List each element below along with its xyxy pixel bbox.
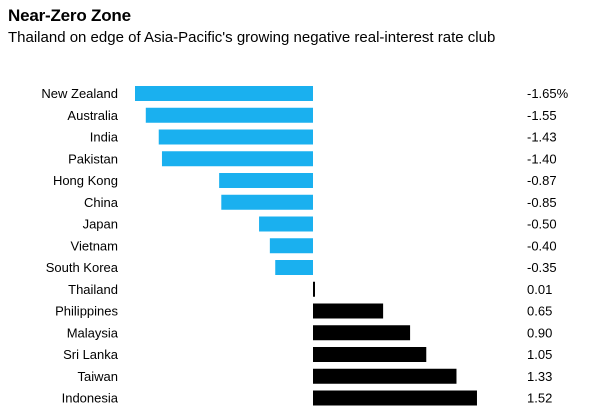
category-label-new-zealand: New Zealand xyxy=(41,86,118,101)
bar-pakistan xyxy=(161,151,313,167)
value-label-taiwan: 1.33 xyxy=(527,369,552,384)
category-label-philippines: Philippines xyxy=(55,304,118,319)
chart-title: Near-Zero Zone xyxy=(8,6,131,25)
bar-new-zealand xyxy=(135,86,313,101)
value-label-south-korea: -0.35 xyxy=(527,260,557,275)
value-label-thailand: 0.01 xyxy=(527,282,552,297)
value-label-new-zealand: -1.65% xyxy=(527,86,569,101)
value-label-hong-kong: -0.87 xyxy=(527,173,557,188)
category-label-hong-kong: Hong Kong xyxy=(53,173,118,188)
category-label-india: India xyxy=(90,130,119,145)
value-label-vietnam: -0.40 xyxy=(527,238,557,253)
category-label-australia: Australia xyxy=(67,108,118,123)
value-label-philippines: 0.65 xyxy=(527,304,552,319)
category-label-japan: Japan xyxy=(83,217,118,232)
category-label-vietnam: Vietnam xyxy=(71,238,118,253)
value-label-indonesia: 1.52 xyxy=(527,391,552,406)
bar-vietnam xyxy=(269,238,313,254)
category-label-taiwan: Taiwan xyxy=(78,369,118,384)
category-label-sri-lanka: Sri Lanka xyxy=(63,347,119,362)
value-label-sri-lanka: 1.05 xyxy=(527,347,552,362)
value-label-australia: -1.55 xyxy=(527,108,557,123)
category-label-malaysia: Malaysia xyxy=(67,325,119,340)
category-label-china: China xyxy=(84,195,119,210)
bar-south-korea xyxy=(275,260,313,275)
value-label-india: -1.43 xyxy=(527,130,557,145)
bar-philippines xyxy=(313,303,384,319)
category-label-south-korea: South Korea xyxy=(46,260,119,275)
bar-malaysia xyxy=(313,325,411,341)
value-label-pakistan: -1.40 xyxy=(527,151,557,166)
bar-thailand xyxy=(313,281,315,297)
bar-india xyxy=(158,129,313,145)
bar-china xyxy=(221,194,313,210)
category-label-indonesia: Indonesia xyxy=(62,391,119,406)
value-label-china: -0.85 xyxy=(527,195,557,210)
value-label-malaysia: 0.90 xyxy=(527,325,552,340)
chart-subtitle: Thailand on edge of Asia-Pacific's growi… xyxy=(8,29,496,46)
value-label-japan: -0.50 xyxy=(527,217,557,232)
bar-japan xyxy=(259,216,313,232)
category-label-pakistan: Pakistan xyxy=(68,151,118,166)
category-label-thailand: Thailand xyxy=(68,282,118,297)
bar-indonesia xyxy=(313,390,477,406)
bar-hong-kong xyxy=(219,173,313,188)
bar-taiwan xyxy=(313,368,457,384)
bar-australia xyxy=(145,107,313,123)
bar-sri-lanka xyxy=(313,347,427,362)
